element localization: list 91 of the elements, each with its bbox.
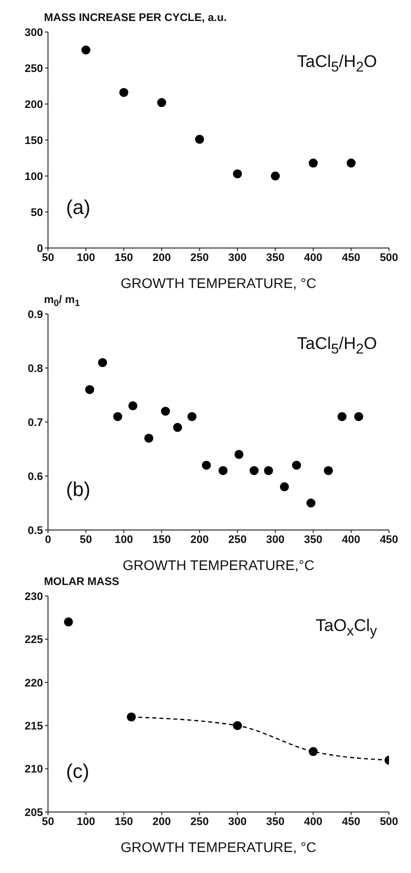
point xyxy=(85,385,94,394)
y-tick-label: 0.9 xyxy=(28,308,43,321)
x-tick-label: 100 xyxy=(76,252,96,264)
annotation: (c) xyxy=(66,761,90,784)
x-tick-label: 50 xyxy=(80,534,92,546)
x-tick-label: 250 xyxy=(228,534,247,546)
x-tick-label: 150 xyxy=(114,816,133,828)
annotation: TaCl$_{5}$/H$_{2}$O xyxy=(297,334,377,358)
y-tick-label: 100 xyxy=(24,170,43,183)
y-tick-label: 50 xyxy=(30,206,43,219)
y-tick-label: 220 xyxy=(24,677,43,690)
point xyxy=(308,747,318,756)
x-tick-label: 300 xyxy=(228,816,247,828)
point xyxy=(195,134,204,144)
point xyxy=(113,412,122,422)
x-axis-title: GROWTH TEMPERATURE, °C xyxy=(120,275,316,291)
x-tick-label: 250 xyxy=(190,252,209,264)
y-axis-title: MASS INCREASE PER CYCLE, a.u. xyxy=(44,12,227,24)
x-tick-label: 0 xyxy=(44,534,52,546)
annotation: TaO$_{x}$Cl$_{y}$ xyxy=(316,616,377,640)
x-tick-label: 350 xyxy=(266,252,285,264)
point xyxy=(324,466,333,476)
point xyxy=(160,406,170,416)
point xyxy=(270,172,280,180)
point xyxy=(338,412,347,422)
x-tick-label: 400 xyxy=(304,816,322,828)
point xyxy=(354,412,364,422)
point xyxy=(306,498,316,508)
x-tick-label: 200 xyxy=(190,534,209,546)
point xyxy=(218,466,228,476)
y-tick-label: 0.5 xyxy=(28,524,43,537)
point xyxy=(119,88,128,97)
x-axis-title: GROWTH TEMPERATURE,°C xyxy=(122,557,314,573)
x-tick-label: 150 xyxy=(114,252,133,264)
x-tick-label: 200 xyxy=(152,816,171,828)
point xyxy=(126,712,136,722)
x-tick-label: 200 xyxy=(152,252,171,264)
x-tick-label: 100 xyxy=(76,816,96,828)
point xyxy=(264,466,274,476)
y-axis-title: MOLAR MASS xyxy=(44,576,120,588)
point xyxy=(250,466,259,476)
y-tick-label: 0.8 xyxy=(28,362,43,375)
point xyxy=(292,460,302,470)
x-axis-title: GROWTH TEMPERATURE, °C xyxy=(120,839,316,855)
x-tick-label: 350 xyxy=(266,816,285,828)
y-tick-label: 150 xyxy=(24,134,43,147)
point xyxy=(202,460,211,470)
x-tick-label: 450 xyxy=(342,816,360,828)
y-tick-label: 0.7 xyxy=(28,416,43,429)
annotation: TaCl$_{5}$/H$_{2}$O xyxy=(297,52,377,76)
y-tick-label: 225 xyxy=(24,634,43,646)
y-axis-title: m$_{0}$/ m$_{1}$ xyxy=(44,294,80,308)
x-tick-label: 50 xyxy=(42,816,54,828)
annotation: (a) xyxy=(66,197,90,220)
y-tick-label: 205 xyxy=(24,806,43,819)
point xyxy=(280,482,289,492)
x-tick-label: 350 xyxy=(304,534,322,546)
x-tick-label: 150 xyxy=(152,534,171,546)
x-tick-label: 250 xyxy=(190,816,209,828)
point xyxy=(232,721,242,730)
y-tick-label: 210 xyxy=(24,764,43,776)
x-tick-label: 300 xyxy=(228,252,247,264)
x-tick-label: 50 xyxy=(42,252,54,264)
x-tick-label: 450 xyxy=(342,252,360,264)
point xyxy=(64,617,73,626)
point xyxy=(232,169,242,178)
y-tick-label: 0 xyxy=(36,242,43,255)
point xyxy=(346,158,356,168)
point xyxy=(128,401,138,410)
point xyxy=(81,46,90,54)
point xyxy=(187,412,196,422)
annotation: (b) xyxy=(66,479,90,502)
y-tick-label: 200 xyxy=(24,98,43,111)
point xyxy=(234,450,244,459)
y-tick-label: 230 xyxy=(24,590,43,603)
x-tick-label: 450 xyxy=(380,534,398,546)
x-tick-label: 500 xyxy=(380,816,398,828)
point xyxy=(308,158,318,168)
x-tick-label: 500 xyxy=(380,252,398,264)
point xyxy=(157,98,166,108)
point xyxy=(173,422,182,432)
x-tick-label: 300 xyxy=(266,534,285,546)
point xyxy=(98,358,108,368)
y-tick-label: 215 xyxy=(24,720,43,733)
y-tick-label: 250 xyxy=(24,62,43,75)
x-tick-label: 400 xyxy=(304,252,322,264)
y-tick-label: 0.6 xyxy=(28,470,43,483)
x-tick-label: 100 xyxy=(114,534,133,546)
point xyxy=(144,434,154,443)
x-tick-label: 400 xyxy=(342,534,360,546)
y-tick-label: 300 xyxy=(24,26,43,39)
